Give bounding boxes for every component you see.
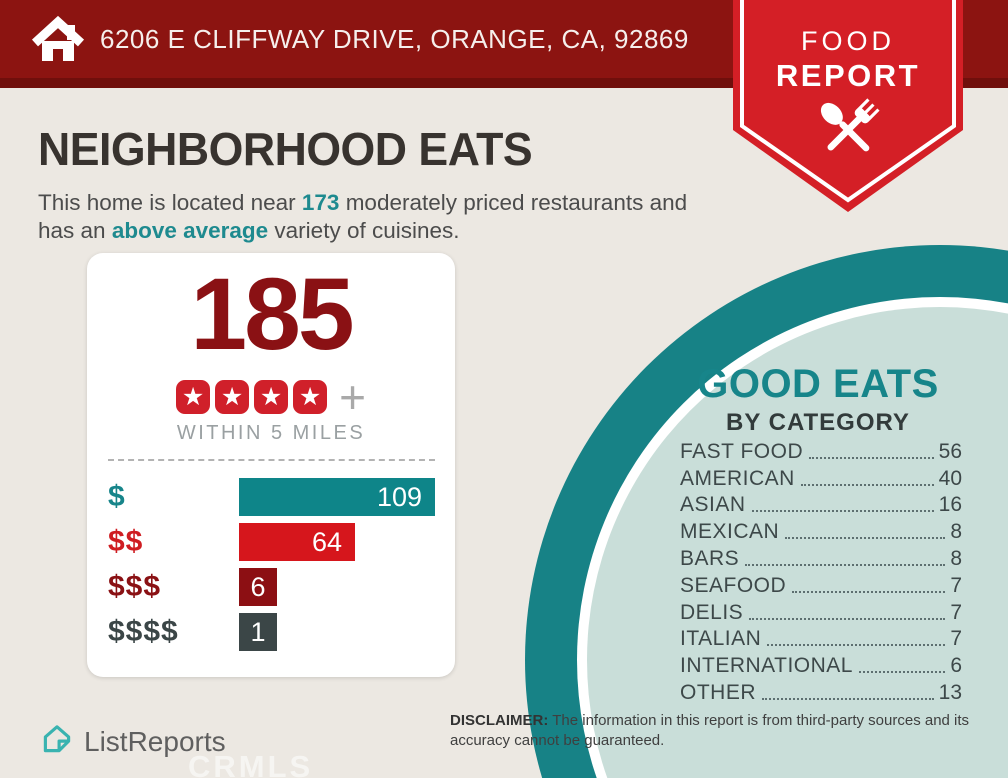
- property-address: 6206 E CLIFFWAY DRIVE, ORANGE, CA, 92869: [100, 24, 689, 54]
- price-tier-label: $$: [108, 525, 144, 558]
- category-label: INTERNATIONAL: [680, 654, 853, 678]
- category-value: 56: [938, 439, 962, 463]
- variety-highlight: above average: [111, 218, 269, 243]
- listreports-wordmark: ListReports: [84, 725, 226, 757]
- header-shadow-strip: [0, 78, 1008, 88]
- category-label: OTHER: [680, 680, 756, 704]
- category-label: ITALIAN: [680, 627, 762, 651]
- bar: 109: [238, 478, 435, 516]
- category-value: 13: [938, 680, 962, 704]
- dotted-leader: [745, 563, 946, 566]
- category-label: DELIS: [680, 600, 744, 624]
- category-value: 40: [938, 466, 962, 490]
- rating-stars-row: ★ ★ ★ ★ +: [87, 371, 455, 423]
- category-row: ITALIAN 7: [680, 625, 962, 652]
- dotted-leader: [792, 590, 946, 593]
- listreports-brand: ListReports: [38, 720, 226, 763]
- category-value: 7: [950, 573, 962, 597]
- disclaimer-text: DISCLAIMER: The information in this repo…: [450, 711, 982, 750]
- chart-row: $$$ 6: [108, 568, 435, 606]
- food-report-badge: FOOD REPORT: [733, 0, 963, 215]
- crmls-watermark: CRMLS: [188, 749, 314, 778]
- price-tier-chart: $109 $$ 64 $$$ 6 $$$$ 1: [108, 478, 435, 658]
- price-tier-label: $$$: [108, 570, 162, 603]
- badge-title: FOOD REPORT: [733, 26, 963, 94]
- bar-value: 1: [250, 616, 266, 647]
- good-eats-heading: GOOD EATS BY CATEGORY: [668, 362, 968, 437]
- dashed-divider: [108, 459, 435, 461]
- subtitle-text-4: variety of cuisines.: [268, 218, 460, 243]
- intro-subtitle: This home is located near 173 moderately…: [38, 189, 718, 245]
- category-value: 6: [950, 654, 962, 678]
- dotted-leader: [751, 510, 934, 513]
- house-icon: [30, 12, 86, 73]
- dotted-leader: [800, 483, 934, 486]
- category-label: ASIAN: [680, 493, 746, 517]
- category-row: MEXICAN 8: [680, 517, 962, 544]
- good-eats-title: GOOD EATS: [697, 362, 939, 406]
- dotted-leader: [749, 617, 946, 620]
- dotted-leader: [809, 456, 934, 459]
- category-value: 8: [950, 546, 962, 570]
- star-icon: ★: [293, 380, 328, 414]
- bar: 6: [239, 568, 277, 606]
- good-eats-category-list: FAST FOOD 56 AMERICAN 40 ASIAN 16 MEXICAN 8 BARS…: [680, 437, 962, 705]
- category-row: SEAFOOD 7: [680, 571, 962, 598]
- chart-row: $$ 64: [108, 523, 435, 561]
- price-tier-label: $: [108, 480, 126, 513]
- good-eats-subtitle: BY CATEGORY: [726, 409, 910, 436]
- category-row: DELIS 7: [680, 598, 962, 625]
- badge-line-report: REPORT: [775, 58, 921, 93]
- bar-value: 64: [311, 526, 342, 557]
- category-value: 16: [938, 493, 962, 517]
- star-icon: ★: [176, 380, 211, 414]
- bar-value: 109: [376, 481, 422, 512]
- dotted-leader: [762, 697, 934, 700]
- category-row: AMERICAN 40: [680, 464, 962, 491]
- subtitle-text-1: This home is located near: [38, 190, 302, 215]
- subtitle-text-2: moderately priced restaurants and: [339, 190, 688, 215]
- category-label: BARS: [680, 546, 740, 570]
- category-row: INTERNATIONAL 6: [680, 651, 962, 678]
- category-label: MEXICAN: [680, 520, 780, 544]
- star-icon: ★: [215, 380, 250, 414]
- category-label: AMERICAN: [680, 466, 795, 490]
- plus-icon: +: [339, 371, 366, 423]
- dotted-leader: [858, 671, 946, 674]
- intro-section: NEIGHBORHOOD EATS This home is located n…: [38, 122, 718, 245]
- category-row: OTHER 13: [680, 678, 962, 705]
- dotted-leader: [785, 537, 946, 540]
- category-value: 7: [950, 600, 962, 624]
- category-label: FAST FOOD: [680, 439, 804, 463]
- category-value: 7: [950, 627, 962, 651]
- utensils-icon: [820, 98, 880, 152]
- bar-value: 6: [250, 571, 266, 602]
- total-restaurants-count: 185: [190, 257, 354, 371]
- subtitle-text-3: has an: [38, 218, 112, 243]
- disclaimer-body: The information in this report is from t…: [450, 712, 970, 749]
- category-row: FAST FOOD 56: [680, 437, 962, 464]
- restaurant-count: 173: [301, 190, 340, 215]
- disclaimer-label: DISCLAIMER:: [450, 712, 549, 729]
- category-row: ASIAN 16: [680, 491, 962, 518]
- page-title: NEIGHBORHOOD EATS: [38, 123, 533, 175]
- category-value: 8: [950, 520, 962, 544]
- bar: 1: [239, 613, 277, 651]
- category-label: SEAFOOD: [680, 573, 787, 597]
- badge-line-food: FOOD: [801, 26, 895, 56]
- dotted-leader: [767, 644, 946, 647]
- radius-label: WITHIN 5 MILES: [176, 422, 366, 444]
- category-row: BARS 8: [680, 544, 962, 571]
- chart-row: $109: [108, 478, 435, 516]
- star-icon: ★: [254, 380, 289, 414]
- chart-row: $$$$ 1: [108, 613, 435, 651]
- listreports-logo-icon: [38, 720, 76, 763]
- restaurant-summary-card: 185 ★ ★ ★ ★ + WITHIN 5 MILES $109 $$ 64 $$$ 6 $$$…: [87, 253, 455, 677]
- price-tier-label: $$$$: [108, 615, 179, 648]
- bar: 64: [239, 523, 355, 561]
